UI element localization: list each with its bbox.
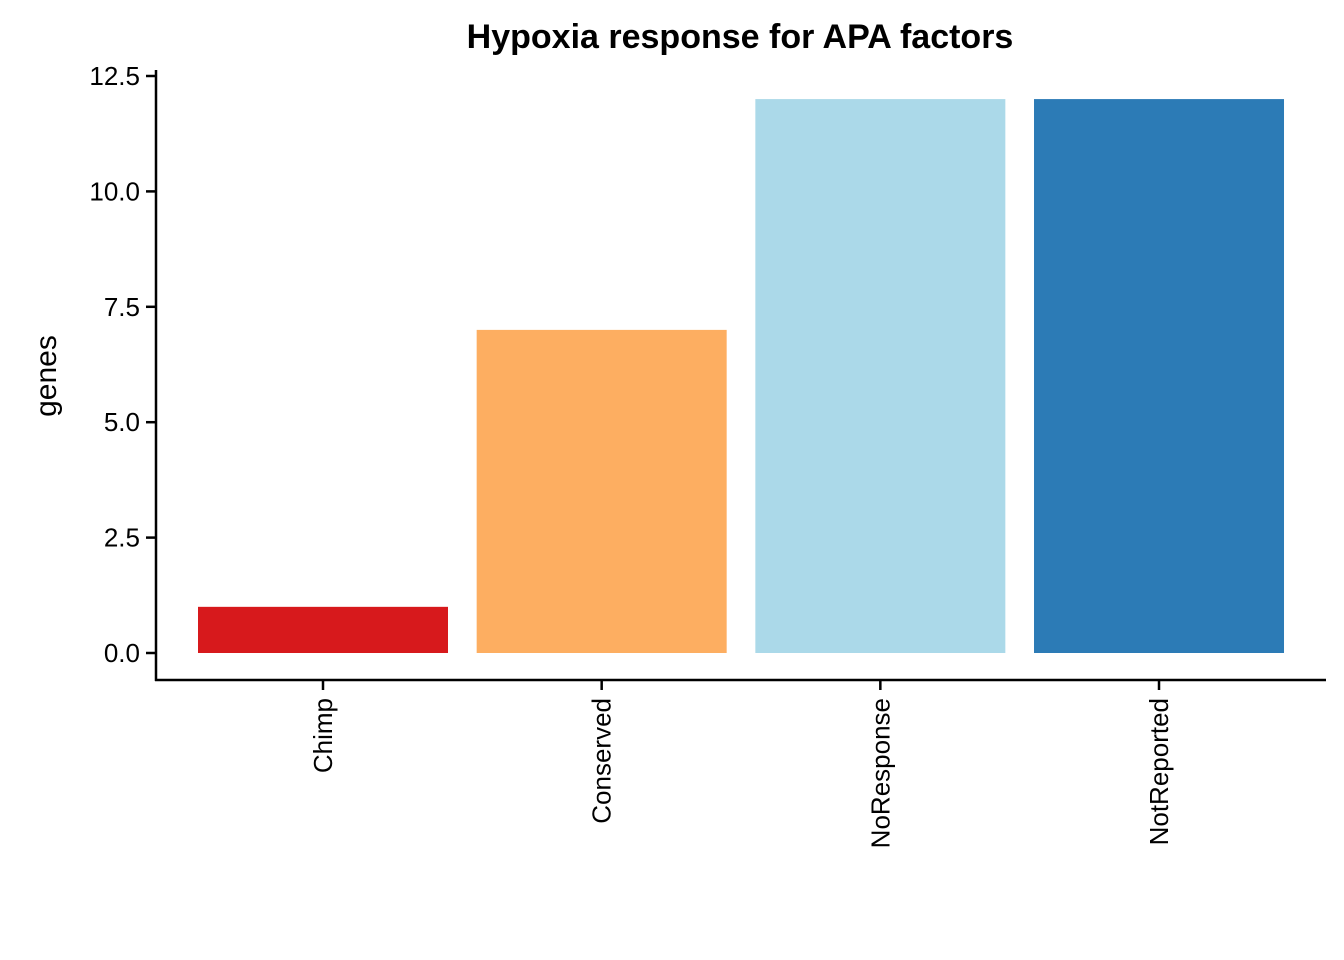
bar-chimp — [198, 606, 448, 653]
y-axis-label: genes — [30, 335, 63, 417]
chart-title: Hypoxia response for APA factors — [467, 18, 1014, 56]
y-tick-label: 0.0 — [104, 638, 140, 668]
y-tick-label: 12.5 — [89, 61, 140, 91]
y-tick-label: 7.5 — [104, 292, 140, 322]
y-tick-label: 2.5 — [104, 523, 140, 553]
y-axis: 0.0 2.5 5.0 7.5 10.0 12.5 — [89, 61, 158, 681]
x-tick-label-notreported: NotReported — [1144, 698, 1174, 845]
bar-noresponse — [755, 99, 1006, 653]
bars-group — [198, 99, 1285, 653]
x-axis: Chimp Conserved NoResponse NotReported — [155, 678, 1326, 848]
y-tick-label: 10.0 — [89, 176, 140, 206]
x-tick-label-chimp: Chimp — [308, 698, 338, 773]
bar-notreported — [1034, 99, 1285, 653]
x-tick-label-conserved: Conserved — [587, 698, 617, 824]
x-tick-label-noresponse: NoResponse — [865, 698, 895, 848]
y-tick-label: 5.0 — [104, 407, 140, 437]
bar-conserved — [476, 329, 727, 653]
